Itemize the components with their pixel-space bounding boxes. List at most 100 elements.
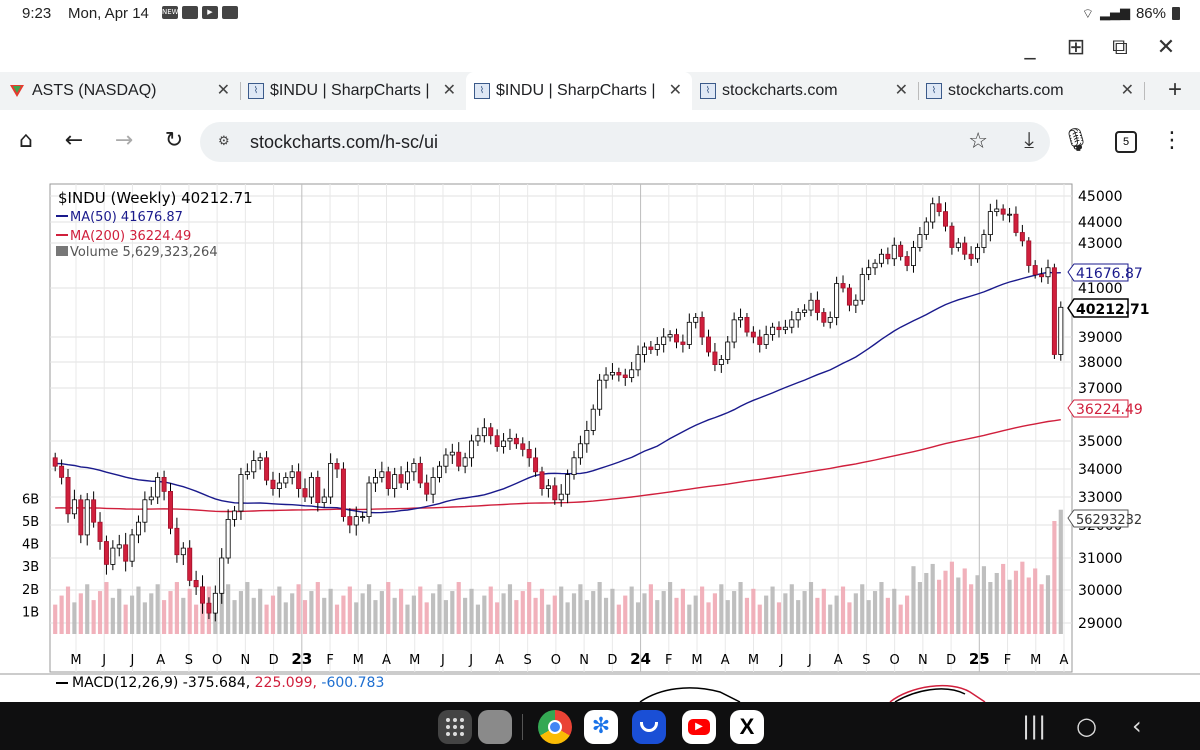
price-tick-label: 41000 <box>1078 281 1123 297</box>
x-app-icon[interactable]: X <box>730 710 764 744</box>
date-tick-label: O <box>551 653 561 668</box>
volume-bar <box>366 584 372 634</box>
candle-up <box>667 334 673 338</box>
volume-bar <box>1013 570 1019 634</box>
youtube-app-icon[interactable]: ▶ <box>682 710 716 744</box>
back-button[interactable]: ← <box>64 128 84 153</box>
recent-app-icon[interactable] <box>478 710 512 744</box>
candle-down <box>520 443 526 450</box>
candle-down <box>898 244 904 257</box>
date-tick-label: J <box>807 653 812 668</box>
recents-nav-icon[interactable]: ||| <box>1022 712 1047 740</box>
candle-up <box>853 299 859 306</box>
volume-bar <box>469 588 474 634</box>
candle-down <box>648 346 654 350</box>
candle-down <box>161 476 167 492</box>
candle-up <box>558 493 564 501</box>
tab-indu-active[interactable]: ⌇ $INDU | SharpCharts | ✕ <box>466 72 692 110</box>
home-button[interactable]: ⌂ <box>19 128 33 153</box>
candle-up <box>283 476 289 484</box>
microphone-icon[interactable]: 🎙︎ <box>1062 128 1090 153</box>
price-chart[interactable]: 45000 44000 43000 41000 39000 38000 37000 35000… <box>0 172 1200 703</box>
volume-bar <box>552 595 557 634</box>
minimize-icon[interactable]: _ <box>1024 35 1036 60</box>
candle-up <box>654 344 660 350</box>
close-tab-icon[interactable]: ✕ <box>894 80 908 99</box>
samsung-app-icon[interactable] <box>632 710 666 744</box>
apps-grid-icon[interactable] <box>438 710 472 744</box>
volume-bar <box>866 600 871 634</box>
candle-down <box>1039 274 1045 278</box>
volume-bar <box>110 597 115 634</box>
price-tick-label: 31000 <box>1078 551 1123 567</box>
tab-asts[interactable]: ASTS (NASDAQ) ✕ <box>0 72 241 110</box>
site-settings-icon[interactable]: ⚙ <box>218 134 230 149</box>
download-icon[interactable]: ⤓ <box>1024 128 1034 153</box>
browser-toolbar: ⌂ ← → ↻ ⚙ stockcharts.com/h-sc/ui ☆ ⤓ 🎙︎… <box>0 110 1200 172</box>
pinwheel-app-icon[interactable]: ✻ <box>584 710 618 744</box>
volume-bar <box>129 595 135 634</box>
close-tab-icon[interactable]: ✕ <box>442 80 456 99</box>
candle-up <box>686 321 692 345</box>
tab-stockcharts-1[interactable]: ⌇ stockcharts.com ✕ <box>692 72 919 110</box>
date-tick-label: A <box>156 653 165 668</box>
candle-down <box>680 341 686 345</box>
volume-bar <box>642 593 647 634</box>
pop-up-view-icon[interactable]: ⧉ <box>1112 35 1128 60</box>
split-view-icon[interactable]: ⊞ <box>1066 35 1086 60</box>
date-tick-label: A <box>495 653 504 668</box>
candle-down <box>302 488 308 498</box>
date-tick-label: J <box>779 653 784 668</box>
candle-up <box>981 234 987 248</box>
volume-bar <box>65 586 71 634</box>
volume-bar <box>949 561 954 634</box>
close-window-icon[interactable]: ✕ <box>1156 35 1176 60</box>
candle-up <box>289 471 295 478</box>
volume-bar <box>661 591 666 634</box>
volume-bar <box>142 602 147 634</box>
volume-bar <box>994 572 999 634</box>
candle-up <box>276 482 282 489</box>
date-axis: M J J A S O N D 23 F M A M J J A S O N D 24 F M A M J J A S O N D 25 F M A <box>70 650 1068 668</box>
tab-indu-1[interactable]: ⌇ $INDU | SharpCharts | ✕ <box>240 72 466 110</box>
candle-down <box>103 541 109 565</box>
stockcharts-favicon: ⌇ <box>700 83 716 99</box>
forward-button[interactable]: → <box>114 128 134 153</box>
signal-icon: ▂▄▆ <box>1099 6 1130 21</box>
volume-bar <box>78 593 83 634</box>
candle-down <box>943 211 948 227</box>
close-tab-icon[interactable]: ✕ <box>216 80 230 99</box>
system-nav-bar: ✻ ▶ X ||| ○ ‹ <box>0 702 1200 750</box>
candle-up <box>789 319 795 328</box>
bookmark-star-icon[interactable]: ☆ <box>968 129 988 154</box>
candle-down <box>1051 267 1057 355</box>
ma50-callout <box>1067 263 1129 282</box>
candle-up <box>635 354 641 371</box>
home-nav-icon[interactable]: ○ <box>1076 712 1097 740</box>
tab-separator <box>918 82 919 100</box>
candle-up <box>251 460 257 473</box>
address-bar[interactable]: ⚙ stockcharts.com/h-sc/ui ☆ ⤓ <box>200 122 1050 162</box>
new-tab-button[interactable]: + <box>1167 76 1182 103</box>
volume-legend: Volume 5,629,323,264 <box>70 245 218 260</box>
menu-icon[interactable]: ⋮ <box>1161 128 1183 153</box>
tab-switcher-button[interactable]: 5 <box>1115 131 1137 153</box>
date-tick-label: O <box>890 653 900 668</box>
volume-bar <box>238 591 244 634</box>
date-tick-label: M <box>1030 653 1041 668</box>
url-text[interactable]: stockcharts.com/h-sc/ui <box>250 132 439 152</box>
volume-bar <box>1001 563 1006 634</box>
reload-button[interactable]: ↻ <box>164 128 184 153</box>
candle-down <box>488 427 494 437</box>
close-tab-icon[interactable]: ✕ <box>668 80 682 99</box>
back-nav-icon[interactable]: ‹ <box>1132 712 1142 740</box>
tab-stockcharts-2[interactable]: ⌇ stockcharts.com ✕ <box>918 72 1145 110</box>
volume-bar <box>181 597 186 634</box>
chrome-icon[interactable] <box>538 710 572 744</box>
volume-bar <box>924 572 929 634</box>
volume-bar <box>392 597 397 634</box>
volume-bar <box>789 584 794 634</box>
volume-bar <box>821 588 826 634</box>
volume-tick-label: 5B <box>22 515 39 530</box>
close-tab-icon[interactable]: ✕ <box>1120 80 1134 99</box>
